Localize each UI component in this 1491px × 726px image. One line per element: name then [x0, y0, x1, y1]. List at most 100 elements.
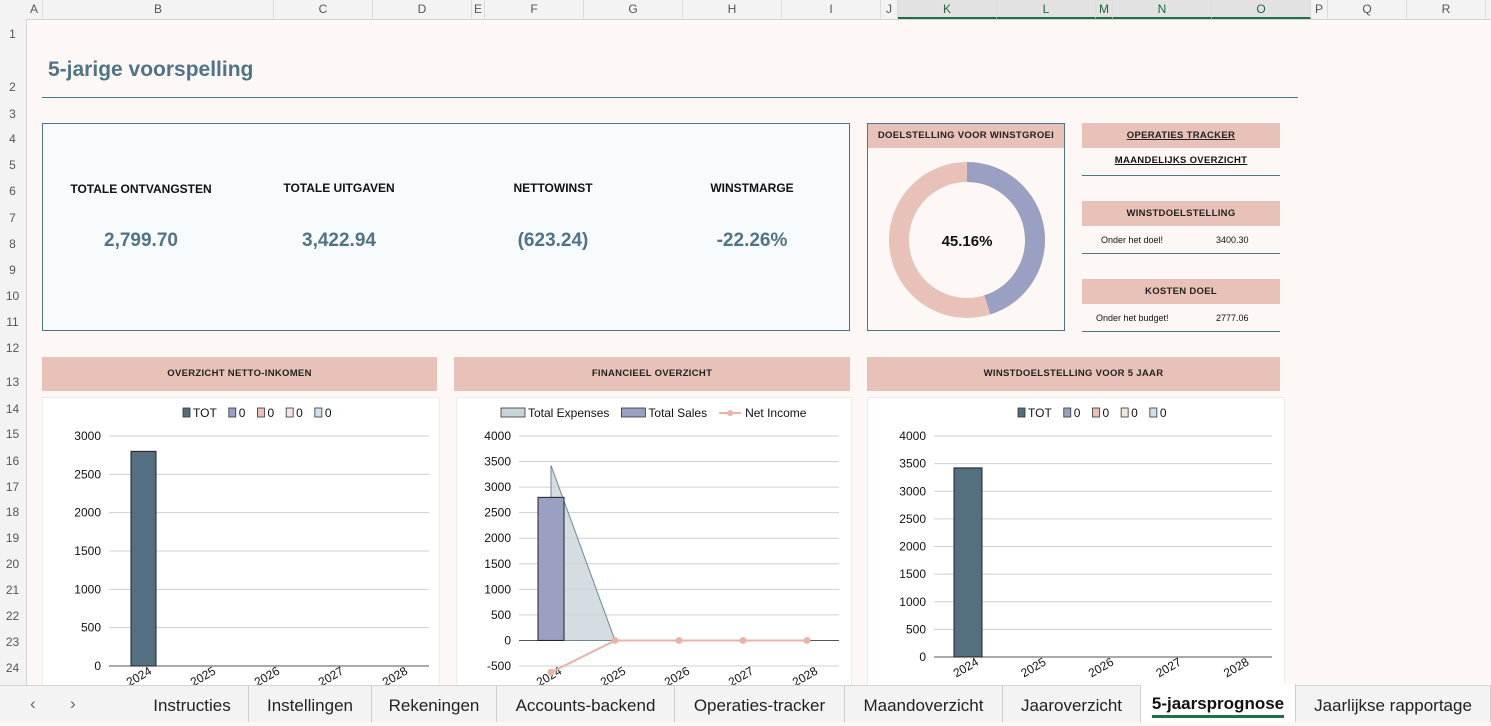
column-header-l[interactable]: L: [997, 0, 1096, 19]
profit5-chart[interactable]: 0 500 1000 1500 2000 2500 3000 3500 4000 2024 2025…: [867, 397, 1285, 687]
column-header-i[interactable]: I: [782, 0, 881, 19]
column-header-f[interactable]: F: [485, 0, 584, 19]
legend-label: 0: [325, 406, 332, 420]
row-header-8[interactable]: 8: [9, 237, 16, 251]
row-header-21[interactable]: 21: [5, 583, 20, 597]
goal-donut-chart: 45.16%: [889, 162, 1045, 318]
legend-label: 0: [1160, 406, 1167, 420]
cost-goal-header: KOSTEN DOEL: [1082, 279, 1280, 304]
column-header-e[interactable]: E: [472, 0, 485, 19]
chevron-left-icon[interactable]: ‹: [30, 694, 36, 713]
row-header-23[interactable]: 23: [5, 635, 20, 649]
expenses-area: [550, 465, 807, 641]
operations-tracker-link[interactable]: OPERATIES TRACKER: [1082, 123, 1280, 148]
y-tick-label: 2000: [484, 531, 511, 545]
tab-instellingen[interactable]: Instellingen: [249, 686, 372, 722]
column-header-a[interactable]: A: [26, 0, 43, 19]
y-tick-label: 3000: [899, 484, 926, 498]
row-header-12[interactable]: 12: [5, 341, 20, 355]
column-header-d[interactable]: D: [373, 0, 472, 19]
row-header-16[interactable]: 16: [5, 454, 20, 468]
row-header-13[interactable]: 13: [5, 375, 20, 389]
x-tick-label: 2025: [1018, 655, 1048, 681]
legend-swatch: [1149, 407, 1158, 418]
tab-label: Rekeningen: [388, 696, 480, 715]
profit5-chart-svg: 0 500 1000 1500 2000 2500 3000 3500 4000 2024 2025…: [899, 406, 1272, 681]
y-tick-label: 1000: [74, 582, 101, 596]
profit5-section-header: WINSTDOELSTELLING VOOR 5 JAAR: [867, 357, 1280, 391]
column-header-q[interactable]: Q: [1328, 0, 1407, 19]
column-header-m[interactable]: M: [1096, 0, 1113, 19]
column-header-r[interactable]: R: [1407, 0, 1486, 19]
y-tick-label: 2500: [484, 506, 511, 520]
row-header-7[interactable]: 7: [9, 211, 16, 225]
row-header-2[interactable]: 2: [9, 80, 16, 94]
x-tick-label: 2027: [1154, 655, 1184, 681]
tab-accounts-backend[interactable]: Accounts-backend: [497, 686, 675, 722]
net-income-point: [739, 636, 747, 644]
tab-rekeningen[interactable]: Rekeningen: [372, 686, 497, 722]
operations-tracker-label[interactable]: OPERATIES TRACKER: [1126, 130, 1236, 141]
row-header-1[interactable]: 1: [9, 27, 16, 41]
goal-panel-title: DOELSTELLING VOOR WINSTGROEI: [868, 124, 1064, 148]
row-header-bar: 1 2 3 4 5 6 7 8 9 10 11 12 13 14 15 16 17 18 19 20 21 22 23 24: [0, 19, 27, 685]
row-header-11[interactable]: 11: [6, 315, 19, 329]
divider: [1082, 253, 1280, 254]
net-income-chart-svg: 0 500 1000 1500 2000 2500 3000 2024 2025 2026 2027…: [74, 406, 429, 686]
row-header-24[interactable]: 24: [5, 661, 20, 675]
legend-label: 0: [296, 406, 303, 420]
row-header-18[interactable]: 18: [5, 505, 20, 519]
tab-operaties-tracker[interactable]: Operaties-tracker: [675, 686, 845, 722]
net-income-point: [611, 636, 619, 644]
column-header-o[interactable]: O: [1212, 0, 1311, 19]
tab-label: Accounts-backend: [515, 696, 656, 715]
monthly-overview-link[interactable]: MAANDELIJKS OVERZICHT: [1114, 155, 1248, 166]
row-header-15[interactable]: 15: [5, 427, 20, 441]
sheet-tab-bar: ‹ › Instructies Instellingen Rekeningen Acc…: [0, 684, 1491, 722]
row-header-22[interactable]: 22: [5, 609, 20, 623]
cost-goal-status: Onder het budget!: [1096, 313, 1169, 323]
chevron-right-icon[interactable]: ›: [70, 694, 76, 713]
tab-5-jaarsprognose[interactable]: 5-jaarsprognose: [1141, 684, 1296, 722]
row-header-6[interactable]: 6: [9, 184, 16, 198]
column-header-h[interactable]: H: [683, 0, 782, 19]
title-underline: [42, 97, 1298, 98]
legend-swatch: [1092, 407, 1100, 418]
kpi-label-net-profit: NETTOWINST: [513, 181, 593, 195]
profit-goal-value: 3400.30: [1216, 235, 1249, 245]
column-header-c[interactable]: C: [274, 0, 373, 19]
kpi-label-expenses: TOTALE UITGAVEN: [283, 181, 395, 195]
legend-label: 0: [1131, 406, 1138, 420]
tab-jaarlijkse-rapportage[interactable]: Jaarlijkse rapportage: [1296, 686, 1491, 722]
column-header-b[interactable]: B: [43, 0, 274, 19]
column-header-j[interactable]: J: [881, 0, 898, 19]
row-header-19[interactable]: 19: [5, 531, 20, 545]
column-header-g[interactable]: G: [584, 0, 683, 19]
y-tick-label: 3500: [484, 455, 511, 469]
column-header-n[interactable]: N: [1113, 0, 1212, 19]
tab-instructies[interactable]: Instructies: [136, 686, 249, 722]
row-header-10[interactable]: 10: [5, 289, 20, 303]
tab-maandoverzicht[interactable]: Maandoverzicht: [845, 686, 1003, 722]
row-header-9[interactable]: 9: [9, 263, 16, 277]
tab-label: Instellingen: [266, 696, 353, 715]
tab-jaaroverzicht[interactable]: Jaaroverzicht: [1003, 686, 1141, 722]
net-income-point: [803, 636, 811, 644]
row-header-14[interactable]: 14: [5, 402, 20, 416]
column-header-p[interactable]: P: [1311, 0, 1328, 19]
net-income-chart[interactable]: 0 500 1000 1500 2000 2500 3000 2024 2025 2026 2027…: [42, 397, 440, 687]
column-header-k[interactable]: K: [898, 0, 997, 19]
profit-goal-header: WINSTDOELSTELLING: [1082, 201, 1280, 226]
cost-goal-value: 2777.06: [1216, 313, 1249, 323]
legend-label: 0: [1074, 406, 1081, 420]
legend-swatch: [500, 407, 526, 418]
tab-label: Jaarlijkse rapportage: [1314, 696, 1472, 715]
row-header-3[interactable]: 3: [9, 107, 16, 121]
row-header-5[interactable]: 5: [9, 158, 16, 172]
y-tick-label: 3500: [899, 457, 926, 471]
net-income-section-header: OVERZICHT NETTO-INKOMEN: [42, 357, 437, 391]
row-header-17[interactable]: 17: [5, 480, 20, 494]
row-header-4[interactable]: 4: [9, 132, 16, 146]
financial-chart[interactable]: -500 0 500 1000 1500 2000 2500 3000 3500 4000 2024…: [456, 397, 852, 687]
row-header-20[interactable]: 20: [5, 557, 20, 571]
